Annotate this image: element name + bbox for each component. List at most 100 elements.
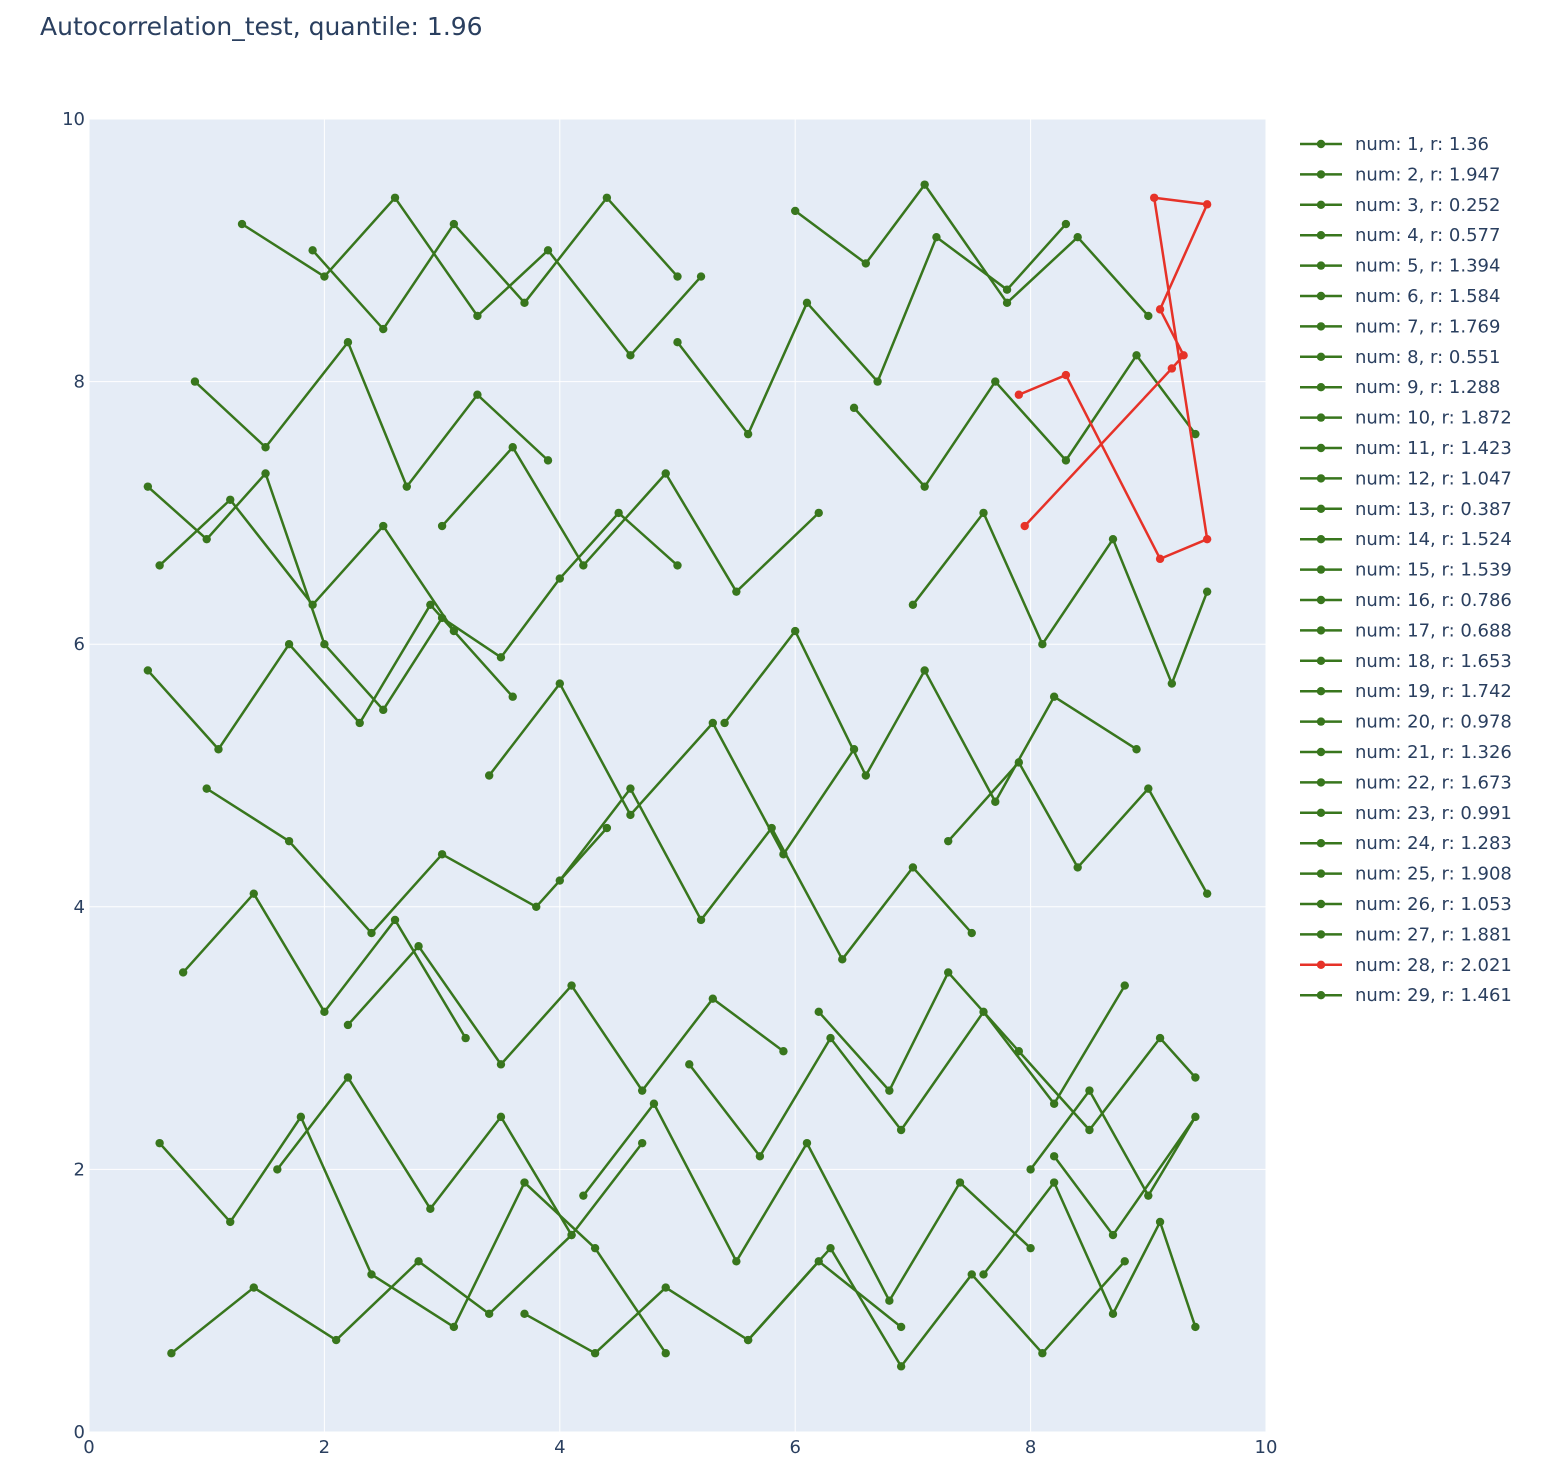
legend-item[interactable]: num: 4, r: 0.577 xyxy=(1300,225,1500,246)
legend-swatch-marker xyxy=(1316,960,1326,969)
legend-item[interactable]: num: 18, r: 1.653 xyxy=(1300,651,1512,672)
legend-item[interactable]: num: 8, r: 0.551 xyxy=(1300,347,1500,368)
legend-swatch-marker xyxy=(1316,261,1326,270)
series-16 xyxy=(143,600,517,754)
data-point xyxy=(390,193,400,202)
data-point xyxy=(1149,193,1159,202)
legend-item[interactable]: num: 12, r: 1.047 xyxy=(1300,468,1512,489)
legend-item[interactable]: num: 9, r: 1.288 xyxy=(1300,377,1500,398)
data-point xyxy=(649,1099,659,1108)
legend-label: num: 17, r: 0.688 xyxy=(1355,620,1512,641)
legend-swatch-marker xyxy=(1316,200,1326,209)
data-point xyxy=(284,836,294,846)
data-point xyxy=(614,508,623,518)
legend-label: num: 25, r: 1.908 xyxy=(1355,864,1512,885)
data-point xyxy=(1191,1112,1200,1122)
legend-item[interactable]: num: 23, r: 0.991 xyxy=(1300,803,1512,824)
series-line xyxy=(1029,1089,1197,1237)
series-4 xyxy=(202,784,612,938)
legend-item[interactable]: num: 7, r: 1.769 xyxy=(1300,316,1500,337)
legend-swatch-marker xyxy=(1316,595,1326,605)
data-point xyxy=(249,889,258,898)
data-point xyxy=(1120,981,1129,990)
data-point xyxy=(1014,390,1024,399)
legend-item[interactable]: num: 5, r: 1.394 xyxy=(1300,256,1500,277)
data-point xyxy=(685,1060,694,1069)
legend[interactable]: num: 1, r: 1.36 num: 2, r: 1.947 num: 3, r… xyxy=(1300,134,1512,1006)
legend-item[interactable]: num: 29, r: 1.461 xyxy=(1300,985,1512,1006)
series-line xyxy=(206,787,608,935)
data-point xyxy=(355,718,364,728)
series-2 xyxy=(155,1112,670,1358)
data-point xyxy=(555,876,564,885)
data-point xyxy=(590,1349,600,1358)
data-point xyxy=(1026,1243,1035,1253)
data-point xyxy=(461,1033,470,1043)
data-point xyxy=(814,508,823,518)
data-point xyxy=(1108,1230,1118,1240)
data-point xyxy=(802,298,812,308)
data-point xyxy=(1202,889,1212,898)
data-point xyxy=(555,574,564,583)
series-14 xyxy=(555,784,976,964)
legend-item[interactable]: num: 10, r: 1.872 xyxy=(1300,408,1512,429)
legend-label: num: 10, r: 1.872 xyxy=(1355,408,1512,429)
data-point xyxy=(1191,1073,1200,1082)
data-point xyxy=(1049,1099,1059,1108)
data-point xyxy=(861,259,871,268)
series-9 xyxy=(579,1099,1035,1305)
legend-item[interactable]: num: 21, r: 1.326 xyxy=(1300,742,1512,763)
data-point xyxy=(273,1165,282,1174)
data-point xyxy=(896,1125,906,1135)
legend-swatch-marker xyxy=(1316,656,1326,665)
legend-item[interactable]: num: 2, r: 1.947 xyxy=(1300,164,1500,185)
legend-label: num: 2, r: 1.947 xyxy=(1355,164,1500,185)
legend-swatch-marker xyxy=(1316,322,1326,331)
legend-item[interactable]: num: 17, r: 0.688 xyxy=(1300,620,1512,641)
legend-swatch-marker xyxy=(1316,747,1326,757)
legend-swatch-marker xyxy=(1316,504,1326,513)
legend-item[interactable]: num: 20, r: 0.978 xyxy=(1300,712,1512,733)
x-tick-label: 4 xyxy=(554,1437,565,1458)
data-point xyxy=(320,272,329,281)
series-20 xyxy=(849,351,1200,491)
legend-item[interactable]: num: 24, r: 1.283 xyxy=(1300,833,1512,854)
legend-item[interactable]: num: 28, r: 2.021 xyxy=(1300,955,1512,976)
data-point xyxy=(178,968,188,977)
data-point xyxy=(249,1283,258,1292)
legend-item[interactable]: num: 15, r: 1.539 xyxy=(1300,560,1512,581)
legend-item[interactable]: num: 16, r: 0.786 xyxy=(1300,590,1512,611)
data-point xyxy=(979,1270,988,1279)
legend-item[interactable]: num: 27, r: 1.881 xyxy=(1300,924,1512,945)
series-15 xyxy=(979,1178,1200,1332)
legend-item[interactable]: num: 25, r: 1.908 xyxy=(1300,864,1512,885)
data-point xyxy=(1179,351,1188,360)
data-point xyxy=(567,981,576,990)
legend-item[interactable]: num: 13, r: 0.387 xyxy=(1300,499,1512,520)
series-line xyxy=(276,1076,644,1237)
legend-item[interactable]: num: 14, r: 1.524 xyxy=(1300,529,1512,550)
legend-item[interactable]: num: 19, r: 1.742 xyxy=(1300,681,1512,702)
data-point xyxy=(496,1060,506,1069)
legend-label: num: 20, r: 0.978 xyxy=(1355,712,1512,733)
data-point xyxy=(449,626,459,636)
legend-swatch-marker xyxy=(1316,139,1326,149)
data-point xyxy=(626,810,635,820)
data-point xyxy=(814,1007,823,1017)
data-point xyxy=(814,1257,823,1266)
legend-item[interactable]: num: 6, r: 1.584 xyxy=(1300,286,1500,307)
data-point xyxy=(555,679,564,688)
legend-item[interactable]: num: 1, r: 1.36 xyxy=(1300,134,1489,155)
plot-area xyxy=(89,119,1266,1432)
legend-item[interactable]: num: 3, r: 0.252 xyxy=(1300,195,1500,216)
data-point xyxy=(979,508,988,518)
legend-item[interactable]: num: 11, r: 1.423 xyxy=(1300,438,1512,459)
data-point xyxy=(1144,1191,1153,1200)
series-line xyxy=(794,183,1150,317)
series-line xyxy=(158,1115,667,1354)
legend-item[interactable]: num: 22, r: 1.673 xyxy=(1300,772,1512,793)
legend-item[interactable]: num: 26, r: 1.053 xyxy=(1300,894,1512,915)
data-point xyxy=(155,561,164,570)
data-point xyxy=(284,640,294,649)
